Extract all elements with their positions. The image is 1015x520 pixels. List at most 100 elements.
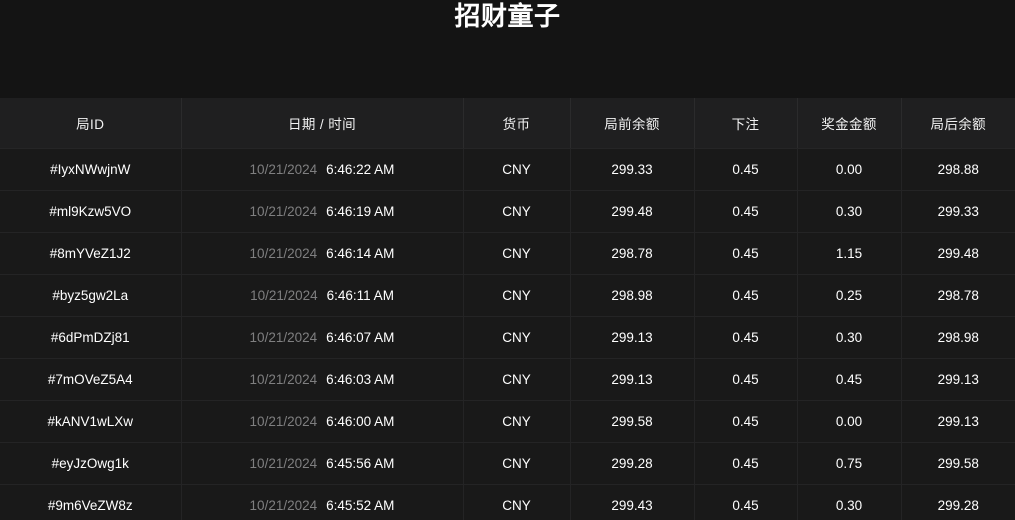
cell-balance-after: 299.28 [901,484,1015,520]
column-header-round-id[interactable]: 局ID [0,98,182,149]
cell-balance-after: 299.58 [901,442,1015,485]
cell-bet: 0.45 [694,358,798,401]
datetime-date: 10/21/2024 [249,329,318,345]
cell-round-id[interactable]: #9m6VeZW8z [0,484,182,520]
cell-currency: CNY [463,274,571,317]
cell-datetime: 10/21/2024 6:46:00 AM [181,400,464,443]
cell-win-amount: 0.00 [797,148,902,191]
cell-balance-after: 299.48 [901,232,1015,275]
datetime-time: 6:46:11 AM [326,287,394,303]
column-header-datetime[interactable]: 日期 / 时间 [181,98,464,149]
table-header-row: 局ID 日期 / 时间 货币 局前余额 下注 奖金金额 局后余额 [0,98,1015,149]
table-row[interactable]: #9m6VeZW8z 10/21/2024 6:45:52 AM CNY 299.43 0… [0,484,1015,520]
cell-balance-after: 298.88 [901,148,1015,191]
cell-round-id[interactable]: #kANV1wLXw [0,400,182,443]
table-row[interactable]: #eyJzOwg1k 10/21/2024 6:45:56 AM CNY 299.28 0… [0,442,1015,485]
title-bar: 招财童子 [0,0,1015,98]
cell-win-amount: 0.30 [797,484,902,520]
cell-currency: CNY [463,484,571,520]
cell-currency: CNY [463,190,571,233]
cell-win-amount: 0.25 [797,274,902,317]
cell-currency: CNY [463,148,571,191]
cell-datetime: 10/21/2024 6:45:52 AM [181,484,464,520]
datetime-date: 10/21/2024 [249,455,318,471]
column-header-balance-before[interactable]: 局前余额 [570,98,695,149]
cell-bet: 0.45 [694,316,798,359]
datetime-time: 6:45:56 AM [326,455,395,471]
cell-balance-before: 299.48 [570,190,695,233]
cell-balance-before: 299.43 [570,484,695,520]
cell-round-id[interactable]: #byz5gw2La [0,274,182,317]
cell-currency: CNY [463,442,571,485]
cell-round-id[interactable]: #6dPmDZj81 [0,316,182,359]
cell-bet: 0.45 [694,484,798,520]
datetime-time: 6:46:03 AM [326,371,395,387]
cell-bet: 0.45 [694,148,798,191]
column-header-currency[interactable]: 货币 [463,98,571,149]
cell-balance-before: 299.13 [570,358,695,401]
cell-win-amount: 1.15 [797,232,902,275]
datetime-time: 6:46:07 AM [326,329,395,345]
cell-currency: CNY [463,316,571,359]
cell-bet: 0.45 [694,232,798,275]
column-header-bet[interactable]: 下注 [694,98,798,149]
datetime-date: 10/21/2024 [249,245,318,261]
datetime-date: 10/21/2024 [249,161,318,177]
datetime-wrapper: 10/21/2024 6:46:22 AM [250,162,395,177]
cell-round-id[interactable]: #IyxNWwjnW [0,148,182,191]
cell-bet: 0.45 [694,274,798,317]
datetime-wrapper: 10/21/2024 6:45:56 AM [250,456,395,471]
datetime-time: 6:46:00 AM [326,413,395,429]
cell-currency: CNY [463,400,571,443]
datetime-wrapper: 10/21/2024 6:46:07 AM [250,330,395,345]
cell-win-amount: 0.30 [797,190,902,233]
cell-bet: 0.45 [694,400,798,443]
cell-balance-before: 298.78 [570,232,695,275]
cell-balance-before: 298.98 [570,274,695,317]
datetime-time: 6:46:19 AM [326,203,395,219]
datetime-date: 10/21/2024 [249,413,318,429]
table-row[interactable]: #6dPmDZj81 10/21/2024 6:46:07 AM CNY 299.13 0… [0,316,1015,359]
column-header-balance-after[interactable]: 局后余额 [901,98,1015,149]
cell-win-amount: 0.75 [797,442,902,485]
cell-datetime: 10/21/2024 6:46:11 AM [181,274,464,317]
cell-bet: 0.45 [694,442,798,485]
cell-datetime: 10/21/2024 6:45:56 AM [181,442,464,485]
cell-balance-after: 299.33 [901,190,1015,233]
cell-balance-after: 298.98 [901,316,1015,359]
datetime-date: 10/21/2024 [250,287,318,303]
cell-datetime: 10/21/2024 6:46:07 AM [181,316,464,359]
table-header: 局ID 日期 / 时间 货币 局前余额 下注 奖金金额 局后余额 [0,98,1015,149]
datetime-time: 6:45:52 AM [326,497,395,513]
cell-balance-after: 298.78 [901,274,1015,317]
cell-currency: CNY [463,232,571,275]
cell-round-id[interactable]: #ml9Kzw5VO [0,190,182,233]
cell-datetime: 10/21/2024 6:46:19 AM [181,190,464,233]
table-row[interactable]: #7mOVeZ5A4 10/21/2024 6:46:03 AM CNY 299.13 0… [0,358,1015,401]
cell-win-amount: 0.45 [797,358,902,401]
cell-win-amount: 0.00 [797,400,902,443]
cell-balance-before: 299.13 [570,316,695,359]
cell-datetime: 10/21/2024 6:46:03 AM [181,358,464,401]
datetime-date: 10/21/2024 [249,497,318,513]
cell-round-id[interactable]: #eyJzOwg1k [0,442,182,485]
table-row[interactable]: #8mYVeZ1J2 10/21/2024 6:46:14 AM CNY 298.78 0… [0,232,1015,275]
table-row[interactable]: #IyxNWwjnW 10/21/2024 6:46:22 AM CNY 299.33 0… [0,148,1015,191]
column-header-win-amount[interactable]: 奖金金额 [797,98,902,149]
cell-balance-after: 299.13 [901,400,1015,443]
datetime-date: 10/21/2024 [249,371,318,387]
cell-balance-after: 299.13 [901,358,1015,401]
table-body: #IyxNWwjnW 10/21/2024 6:46:22 AM CNY 299.33 0… [0,148,1015,520]
datetime-wrapper: 10/21/2024 6:45:52 AM [250,498,395,513]
cell-bet: 0.45 [694,190,798,233]
datetime-wrapper: 10/21/2024 6:46:11 AM [250,288,394,303]
cell-balance-before: 299.28 [570,442,695,485]
table-row[interactable]: #ml9Kzw5VO 10/21/2024 6:46:19 AM CNY 299.48 0… [0,190,1015,233]
datetime-wrapper: 10/21/2024 6:46:14 AM [250,246,395,261]
table-row[interactable]: #byz5gw2La 10/21/2024 6:46:11 AM CNY 298.98 0… [0,274,1015,317]
cell-round-id[interactable]: #7mOVeZ5A4 [0,358,182,401]
cell-round-id[interactable]: #8mYVeZ1J2 [0,232,182,275]
cell-balance-before: 299.58 [570,400,695,443]
table-row[interactable]: #kANV1wLXw 10/21/2024 6:46:00 AM CNY 299.58 0… [0,400,1015,443]
